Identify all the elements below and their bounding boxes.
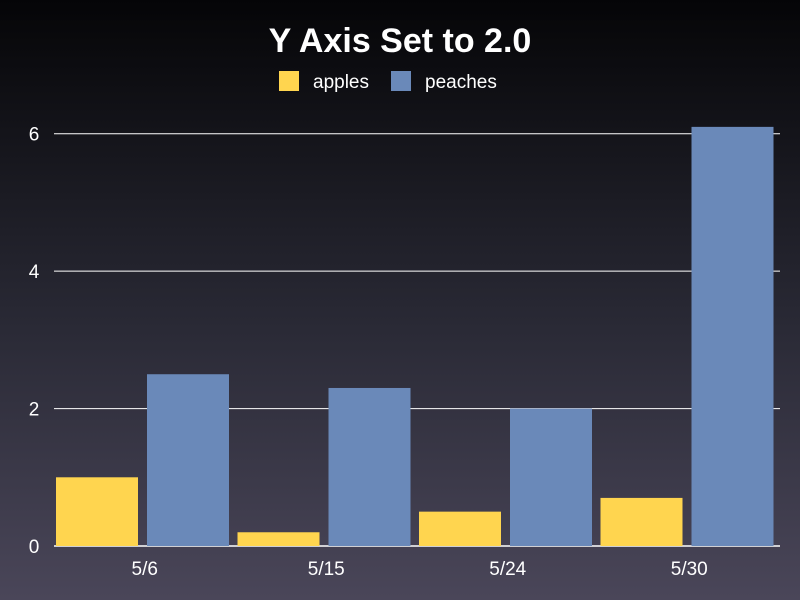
legend-swatch-peaches — [391, 71, 411, 91]
bar-apples-2 — [419, 511, 501, 546]
x-tick-label: 5/30 — [671, 559, 708, 580]
bar-peaches-2 — [510, 408, 592, 546]
x-tick-label: 5/6 — [132, 559, 158, 580]
x-tick-label: 5/24 — [489, 559, 526, 580]
x-axis-ticks: 5/6 5/15 5/24 5/30 — [132, 559, 708, 580]
legend-label-apples: apples — [313, 72, 369, 93]
bar-apples-0 — [56, 477, 138, 546]
x-tick-label: 5/15 — [308, 559, 345, 580]
y-tick-label: 4 — [29, 262, 40, 283]
y-tick-label: 6 — [29, 125, 40, 146]
bar-apples-3 — [600, 497, 683, 546]
chart-title: Y Axis Set to 2.0 — [269, 22, 532, 60]
bar-peaches-0 — [147, 374, 229, 546]
y-tick-label: 0 — [29, 537, 40, 558]
bar-apples-1 — [237, 532, 320, 546]
bars — [56, 126, 774, 546]
y-tick-label: 2 — [29, 400, 40, 421]
bar-peaches-3 — [691, 126, 774, 546]
bar-peaches-1 — [328, 387, 411, 546]
legend-label-peaches: peaches — [425, 72, 497, 93]
legend-swatch-apples — [279, 71, 299, 91]
y-axis-ticks: 0 2 4 6 — [29, 125, 40, 558]
legend: apples peaches — [279, 71, 497, 93]
